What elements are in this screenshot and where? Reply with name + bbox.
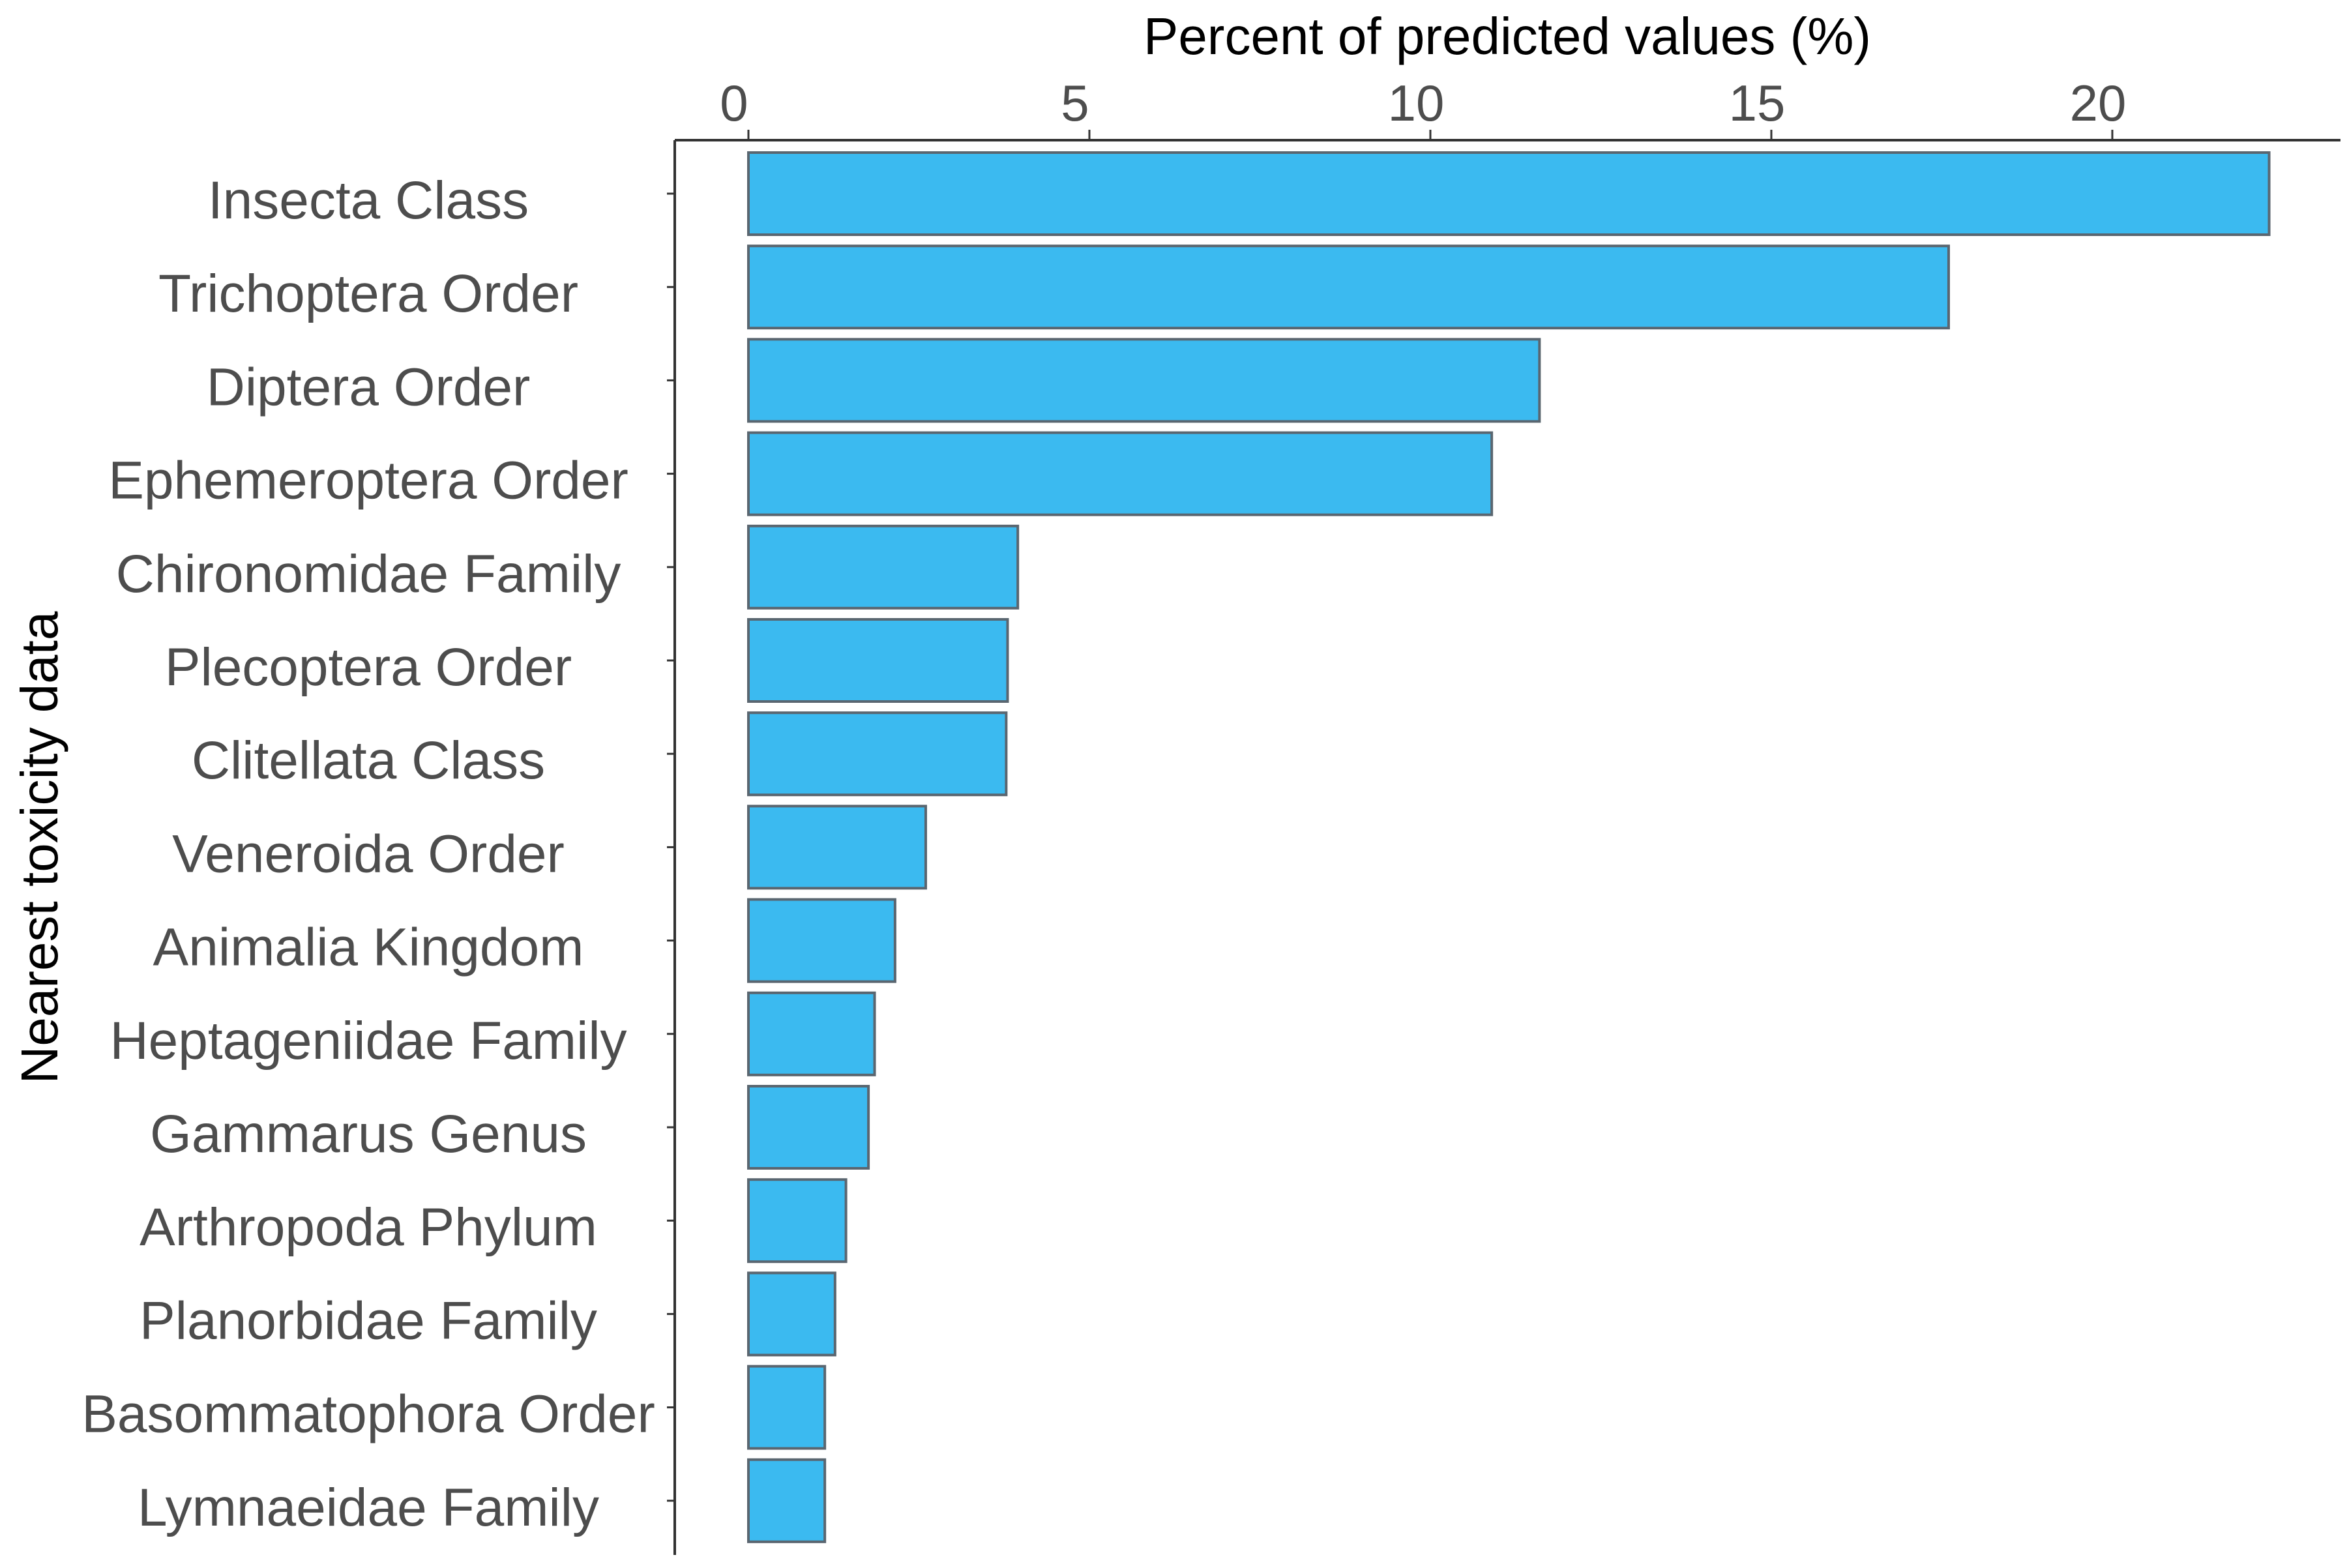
bars-layer — [747, 151, 2271, 1543]
category-label: Heptageniidae Family — [110, 1011, 627, 1071]
category-label: Veneroida Order — [172, 824, 565, 883]
bar-veneroida-order — [747, 805, 927, 890]
bar-planorbidae-family — [747, 1271, 836, 1357]
bar-plecoptera-order — [747, 618, 1009, 703]
category-label: Chironomidae Family — [116, 544, 621, 604]
bar-animalia-kingdom — [747, 898, 896, 983]
category-label: Plecoptera Order — [165, 638, 572, 697]
category-label: Arthropoda Phylum — [140, 1198, 597, 1257]
bar-clitellata-class — [747, 711, 1008, 797]
category-label: Ephemeroptera Order — [108, 451, 628, 510]
x-tick-label: 5 — [1061, 74, 1089, 132]
category-label: Insecta Class — [208, 171, 529, 230]
bar-heptageniidae-family — [747, 991, 876, 1076]
bar-arthropoda-phylum — [747, 1178, 848, 1264]
bar-insecta-class — [747, 151, 2271, 236]
category-label: Clitellata Class — [192, 731, 545, 790]
bar-gammarus-genus — [747, 1085, 870, 1170]
category-label: Planorbidae Family — [140, 1291, 597, 1350]
x-tick-label: 10 — [1388, 74, 1445, 132]
bar-chironomidae-family — [747, 524, 1020, 610]
x-axis-title: Percent of predicted values (%) — [1144, 7, 1871, 65]
x-tick-label: 0 — [720, 74, 748, 132]
bar-trichoptera-order — [747, 244, 1950, 330]
category-label: Lymnaeidae Family — [138, 1478, 599, 1537]
x-tick-label: 15 — [1729, 74, 1786, 132]
category-label: Animalia Kingdom — [153, 918, 584, 977]
category-label: Trichoptera Order — [158, 264, 578, 323]
labels-layer: Insecta Class Trichoptera Order Diptera Or… — [81, 74, 2126, 1537]
bar-diptera-order — [747, 338, 1541, 423]
category-label: Diptera Order — [207, 357, 531, 417]
category-label: Basommatophora Order — [81, 1385, 655, 1444]
y-axis-title: Nearest toxicity data — [10, 611, 68, 1084]
category-label: Gammarus Genus — [150, 1104, 587, 1164]
bar-lymnaeidae-family — [747, 1458, 827, 1543]
axes-layer — [667, 130, 2340, 1555]
bar-basommatophora-order — [747, 1365, 827, 1450]
x-tick-label: 20 — [2070, 74, 2127, 132]
bar-ephemeroptera-order — [747, 431, 1494, 516]
